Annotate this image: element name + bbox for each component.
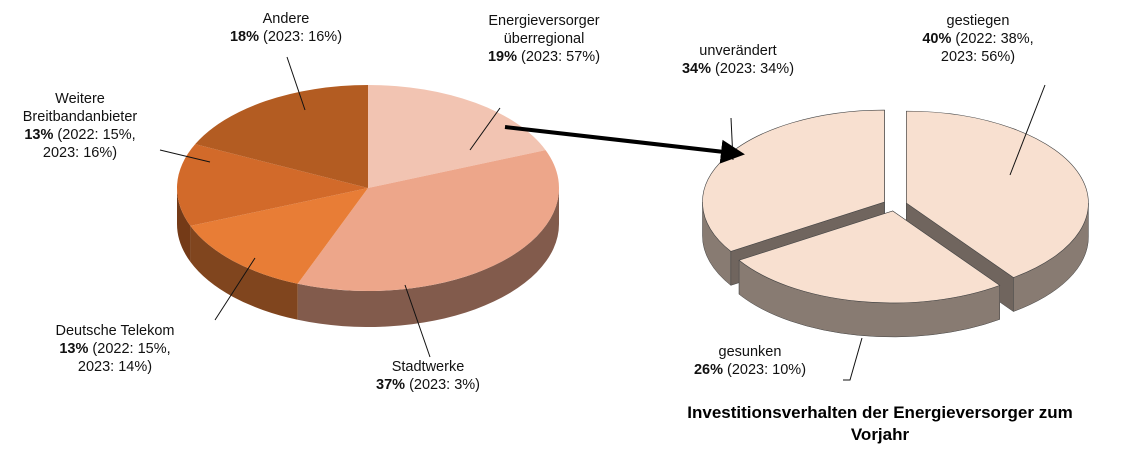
category-label: Andere [262, 11, 310, 27]
pie-slice [906, 110, 1089, 278]
category-label: Weitere Breitbandanbieter [22, 91, 138, 125]
value-label: 40% [922, 31, 952, 47]
category-label: gesunken [718, 344, 782, 360]
annotation: (2023: 57%) [521, 49, 601, 65]
slice-label: unverändert 34% (2023: 34%) [658, 42, 818, 78]
slice-label: Stadtwerke 37% (2023: 3%) [348, 358, 508, 394]
annotation: (2022: 15%, 2023: 16%) [42, 127, 136, 161]
category-label: Deutsche Telekom [55, 323, 175, 339]
arrow [504, 125, 745, 164]
value-label: 13% [59, 341, 89, 357]
value-label: 19% [487, 49, 517, 65]
pie-slice [738, 210, 1001, 304]
category-label: gestiegen [946, 13, 1010, 29]
slice-label: Energieversorger überregional 19% (2023: … [469, 12, 619, 66]
annotation: (2023: 34%) [715, 61, 795, 77]
pie-slice [297, 150, 559, 291]
annotation: (2023: 10%) [727, 362, 807, 378]
slice-side [177, 188, 191, 262]
pie-slice [368, 85, 546, 188]
slice-side [297, 188, 559, 327]
pie-slice [177, 144, 368, 226]
leader-line [404, 284, 431, 358]
slice-side [190, 225, 298, 320]
annotation: (2023: 3%) [409, 377, 480, 393]
value-label: 37% [376, 377, 406, 393]
slice-label: Weitere Breitbandanbieter 13% (2022: 15%,… [5, 90, 155, 162]
pie-slice [190, 188, 368, 284]
value-label: 34% [681, 61, 711, 77]
leader-line [1009, 84, 1046, 176]
leader-line [469, 107, 501, 151]
annotation: (2022: 15%, 2023: 14%) [77, 341, 171, 375]
chart-title: Investitionsverhalten der Energieversorg… [687, 403, 1073, 444]
slice-label: gestiegen 40% (2022: 38%, 2023: 56%) [903, 12, 1053, 66]
slice-label: Andere 18% (2023: 16%) [216, 10, 356, 46]
value-label: 18% [229, 29, 259, 45]
category-label: Stadtwerke [391, 359, 465, 375]
leaders [159, 56, 1046, 381]
value-label: 13% [24, 127, 54, 143]
leader-line [843, 337, 863, 381]
value-label: 26% [693, 362, 723, 378]
slice-label: Deutsche Telekom 13% (2022: 15%, 2023: 14… [40, 322, 190, 376]
leader-line [159, 149, 211, 163]
category-label: Energieversorger überregional [488, 13, 600, 47]
leader-line [214, 257, 256, 321]
leader-line [286, 56, 306, 111]
annotation: (2023: 16%) [263, 29, 343, 45]
slice-label: gesunken 26% (2023: 10%) [670, 343, 830, 379]
category-label: unverändert [699, 43, 777, 59]
annotation: (2022: 38%, 2023: 56%) [940, 31, 1034, 65]
pies [177, 85, 1089, 338]
pie-slice [195, 85, 368, 188]
